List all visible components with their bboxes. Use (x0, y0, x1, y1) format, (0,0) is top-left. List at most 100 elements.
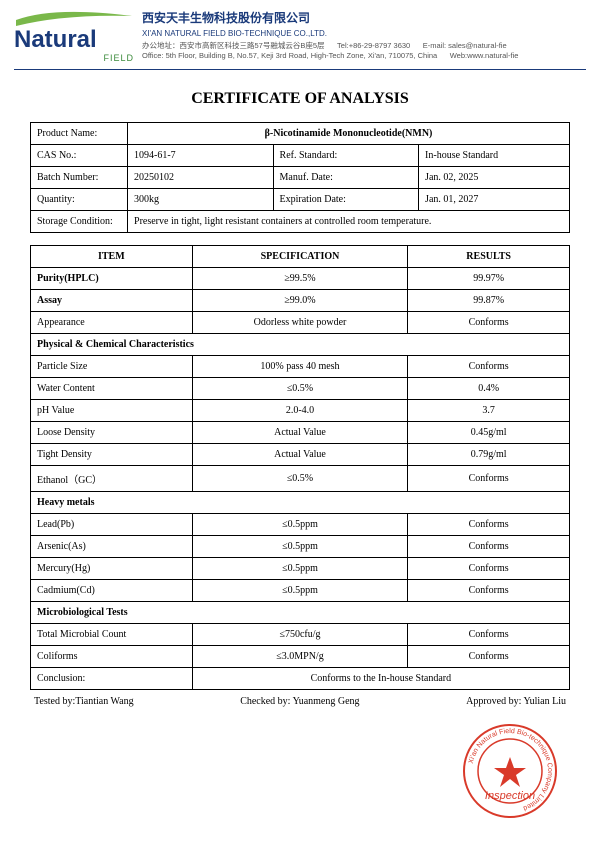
batch-value: 20250102 (128, 167, 274, 189)
company-tel: Tel:+86-29-8797 3630 (337, 41, 410, 50)
table-row: Batch Number: 20250102 Manuf. Date: Jan.… (31, 167, 570, 189)
manuf-date-label: Manuf. Date: (273, 167, 419, 189)
col-item-header: ITEM (31, 246, 193, 268)
item-cell: Assay (31, 290, 193, 312)
ref-std-value: In-house Standard (419, 145, 570, 167)
product-name-label: Product Name: (31, 123, 128, 145)
spec-cell: 100% pass 40 mesh (192, 356, 408, 378)
table-row: Water Content≤0.5%0.4% (31, 378, 570, 400)
spec-cell: ≤750cfu/g (192, 624, 408, 646)
conclusion-label: Conclusion: (31, 668, 193, 690)
logo-block: Natural FIELD (14, 10, 134, 63)
logo-swoosh (14, 6, 134, 28)
item-cell: Lead(Pb) (31, 514, 193, 536)
item-cell: Mercury(Hg) (31, 558, 193, 580)
company-name-en: XI'AN NATURAL FIELD BIO-TECHNIQUE CO.,LT… (142, 28, 518, 39)
item-cell: Arsenic(As) (31, 536, 193, 558)
result-cell: 0.45g/ml (408, 422, 570, 444)
result-cell: Conforms (408, 536, 570, 558)
storage-label: Storage Condition: (31, 211, 128, 233)
header-divider (14, 69, 586, 70)
item-cell: Tight Density (31, 444, 193, 466)
document-header: Natural FIELD 西安天丰生物科技股份有限公司 XI'AN NATUR… (0, 0, 600, 69)
table-row: CAS No.: 1094-61-7 Ref. Standard: In-hou… (31, 145, 570, 167)
company-address-cn: 办公地址：西安市高新区科技三路57号融城云谷B座5层 (142, 41, 325, 50)
result-cell: Conforms (408, 312, 570, 334)
company-email: E-mail: sales@natural-fie (423, 41, 507, 50)
spec-cell: 2.0-4.0 (192, 400, 408, 422)
table-row: AppearanceOdorless white powderConforms (31, 312, 570, 334)
qty-value: 300kg (128, 189, 274, 211)
table-row: Lead(Pb)≤0.5ppmConforms (31, 514, 570, 536)
svg-text:Inspection: Inspection (485, 790, 535, 802)
item-cell: Total Microbial Count (31, 624, 193, 646)
section-heading: Heavy metals (31, 492, 570, 514)
item-cell: Appearance (31, 312, 193, 334)
table-row: Ethanol（GC）≤0.5%Conforms (31, 466, 570, 492)
approved-by: Approved by: Yulian Liu (466, 696, 566, 707)
result-cell: 99.87% (408, 290, 570, 312)
manuf-date-value: Jan. 02, 2025 (419, 167, 570, 189)
item-cell: Coliforms (31, 646, 193, 668)
spec-cell: ≥99.5% (192, 268, 408, 290)
item-cell: Purity(HPLC) (31, 268, 193, 290)
company-web: Web:www.natural-fie (450, 51, 519, 60)
svg-text:Xi'an Natural Field Bio-techni: Xi'an Natural Field Bio-technique Compan… (468, 728, 553, 812)
item-cell: Loose Density (31, 422, 193, 444)
inspection-stamp: Xi'an Natural Field Bio-technique Compan… (460, 721, 560, 821)
spec-cell: Actual Value (192, 444, 408, 466)
conclusion-value: Conforms to the In-house Standard (192, 668, 569, 690)
section-row: Physical & Chemical Characteristics (31, 334, 570, 356)
item-cell: Particle Size (31, 356, 193, 378)
logo-text: Natural (14, 28, 134, 52)
table-row: Coliforms≤3.0MPN/gConforms (31, 646, 570, 668)
spec-cell: ≤0.5ppm (192, 536, 408, 558)
table-row: Arsenic(As)≤0.5ppmConforms (31, 536, 570, 558)
table-row: Cadmium(Cd)≤0.5ppmConforms (31, 580, 570, 602)
storage-value: Preserve in tight, light resistant conta… (128, 211, 570, 233)
result-cell: Conforms (408, 624, 570, 646)
table-row: Quantity: 300kg Expiration Date: Jan. 01… (31, 189, 570, 211)
table-header-row: ITEM SPECIFICATION RESULTS (31, 246, 570, 268)
spec-cell: Odorless white powder (192, 312, 408, 334)
section-heading: Microbiological Tests (31, 602, 570, 624)
product-info-table: Product Name: β-Nicotinamide Mononucleot… (30, 122, 570, 233)
result-cell: 3.7 (408, 400, 570, 422)
exp-date-value: Jan. 01, 2027 (419, 189, 570, 211)
col-res-header: RESULTS (408, 246, 570, 268)
table-row: Particle Size100% pass 40 meshConforms (31, 356, 570, 378)
company-address-en-line: Office: 5th Floor, Building B, No.57, Ke… (142, 51, 518, 62)
result-cell: Conforms (408, 558, 570, 580)
table-row: Loose DensityActual Value0.45g/ml (31, 422, 570, 444)
spec-cell: ≤3.0MPN/g (192, 646, 408, 668)
company-name-cn: 西安天丰生物科技股份有限公司 (142, 10, 518, 27)
spec-cell: ≤0.5% (192, 466, 408, 492)
result-cell: 99.97% (408, 268, 570, 290)
result-cell: 0.4% (408, 378, 570, 400)
spec-cell: Actual Value (192, 422, 408, 444)
result-cell: Conforms (408, 580, 570, 602)
logo-subtext: FIELD (14, 53, 134, 63)
table-row: Assay≥99.0%99.87% (31, 290, 570, 312)
signatures-row: Tested by:Tiantian Wang Checked by: Yuan… (30, 696, 570, 707)
spec-cell: ≤0.5% (192, 378, 408, 400)
cas-value: 1094-61-7 (128, 145, 274, 167)
table-row: Total Microbial Count≤750cfu/gConforms (31, 624, 570, 646)
result-cell: 0.79g/ml (408, 444, 570, 466)
spec-cell: ≤0.5ppm (192, 514, 408, 536)
batch-label: Batch Number: (31, 167, 128, 189)
item-cell: Cadmium(Cd) (31, 580, 193, 602)
item-cell: pH Value (31, 400, 193, 422)
company-info: 西安天丰生物科技股份有限公司 XI'AN NATURAL FIELD BIO-T… (142, 10, 518, 62)
item-cell: Water Content (31, 378, 193, 400)
tested-by: Tested by:Tiantian Wang (34, 696, 134, 707)
company-address-en: Office: 5th Floor, Building B, No.57, Ke… (142, 51, 437, 60)
table-row: Mercury(Hg)≤0.5ppmConforms (31, 558, 570, 580)
result-cell: Conforms (408, 514, 570, 536)
result-cell: Conforms (408, 356, 570, 378)
content-area: Product Name: β-Nicotinamide Mononucleot… (0, 122, 600, 707)
table-row: pH Value2.0-4.03.7 (31, 400, 570, 422)
cas-label: CAS No.: (31, 145, 128, 167)
result-cell: Conforms (408, 646, 570, 668)
checked-by: Checked by: Yuanmeng Geng (240, 696, 359, 707)
